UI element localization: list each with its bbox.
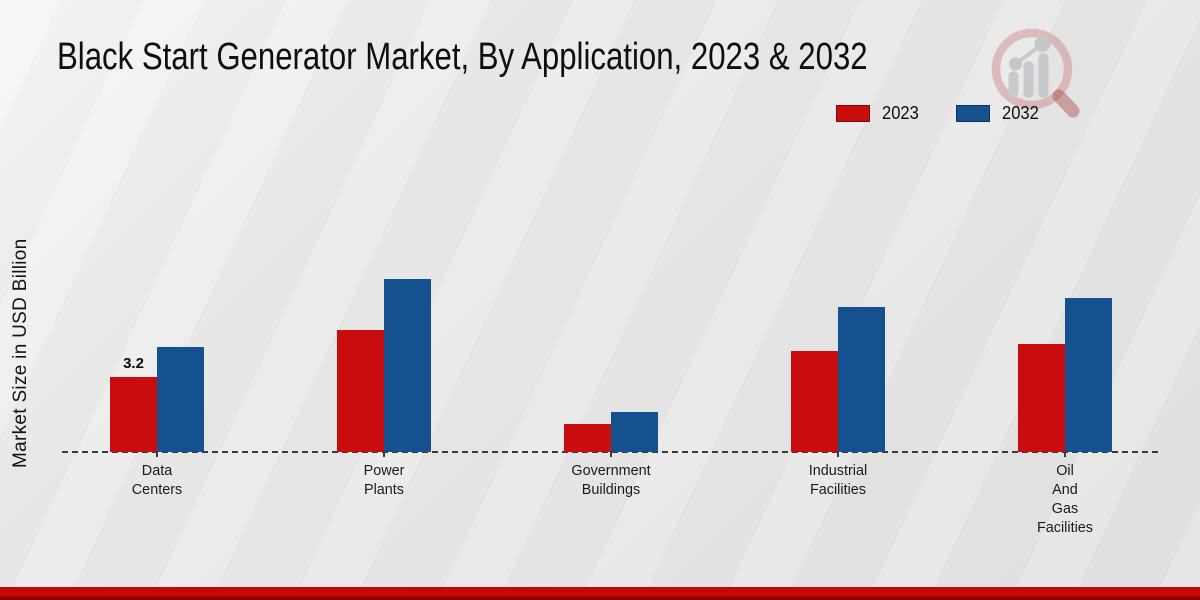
x-axis-category-label: Data Centers: [131, 462, 183, 498]
magnifier-bar-chart-logo-icon: [991, 28, 1080, 118]
bar-oil-and-gas-facilities-2032: [1065, 298, 1112, 452]
x-axis-category-label: Government Buildings: [571, 462, 651, 498]
legend-item-2032: 2032: [956, 103, 1042, 124]
bar-data-centers-2032: [157, 347, 204, 452]
bar-government-buildings-2023: [564, 424, 611, 452]
bar-value-label: 3.2: [123, 355, 144, 372]
bar-power-plants-2023: [337, 330, 384, 452]
x-axis-tick: [1064, 452, 1066, 457]
x-axis-category-label: Power Plants: [363, 462, 405, 498]
footer-band: [0, 587, 1200, 600]
chart-title: Black Start Generator Market, By Applica…: [57, 36, 868, 78]
legend-swatch-2023: [836, 105, 870, 122]
bar-data-centers-2023: [110, 377, 157, 452]
bar-power-plants-2032: [384, 279, 431, 452]
x-axis-tick: [610, 452, 612, 457]
bar-industrial-facilities-2032: [838, 307, 885, 452]
legend-label-2032: 2032: [1002, 103, 1039, 123]
x-axis-category-label: Oil And Gas Facilities: [1036, 462, 1094, 536]
bar-government-buildings-2032: [611, 412, 658, 452]
bar-oil-and-gas-facilities-2023: [1018, 344, 1065, 452]
x-axis-tick: [837, 452, 839, 457]
bar-industrial-facilities-2023: [791, 351, 838, 452]
x-axis-tick: [383, 452, 385, 457]
legend-label-2023: 2023: [882, 103, 919, 123]
x-axis-tick: [156, 452, 158, 457]
legend-swatch-2032: [956, 105, 991, 122]
legend: 2023 2032: [836, 103, 1042, 124]
x-axis-category-label: Industrial Facilities: [808, 462, 868, 498]
legend-item-2023: 2023: [836, 103, 922, 124]
